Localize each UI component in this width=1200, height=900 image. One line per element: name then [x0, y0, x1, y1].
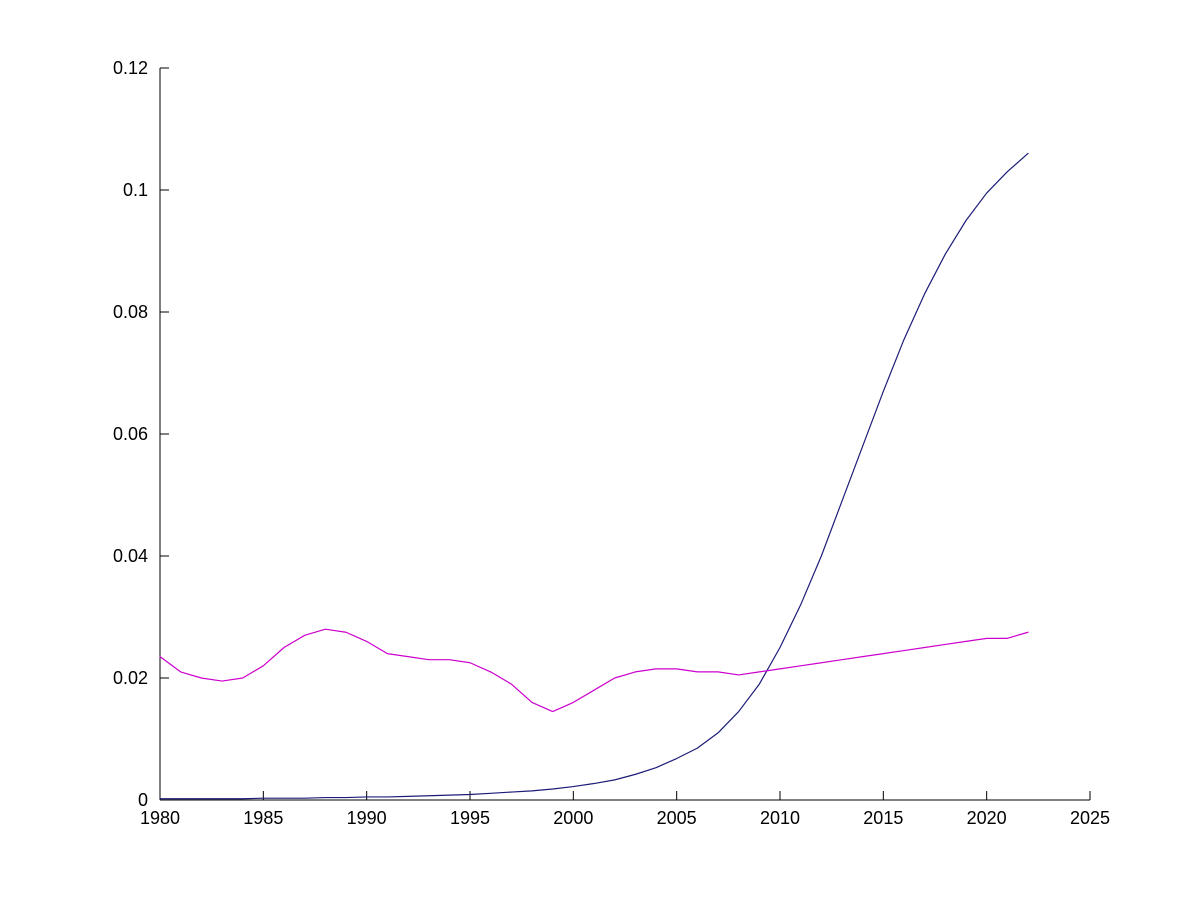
x-tick-label: 2025	[1070, 808, 1110, 828]
y-tick-label: 0.1	[123, 180, 148, 200]
x-tick-label: 2000	[553, 808, 593, 828]
x-tick-label: 1990	[347, 808, 387, 828]
x-tick-label: 1995	[450, 808, 490, 828]
y-tick-label: 0.06	[113, 424, 148, 444]
x-tick-label: 2020	[967, 808, 1007, 828]
y-tick-label: 0.04	[113, 546, 148, 566]
y-tick-label: 0.12	[113, 58, 148, 78]
x-tick-label: 1980	[140, 808, 180, 828]
y-tick-label: 0	[138, 790, 148, 810]
y-tick-label: 0.02	[113, 668, 148, 688]
x-tick-label: 2010	[760, 808, 800, 828]
x-tick-label: 1985	[243, 808, 283, 828]
y-tick-label: 0.08	[113, 302, 148, 322]
series-blue-sigmoid	[159, 152, 1029, 800]
x-tick-label: 2015	[863, 808, 903, 828]
series-magenta-fluctuating	[159, 628, 1029, 713]
x-tick-label: 2005	[657, 808, 697, 828]
